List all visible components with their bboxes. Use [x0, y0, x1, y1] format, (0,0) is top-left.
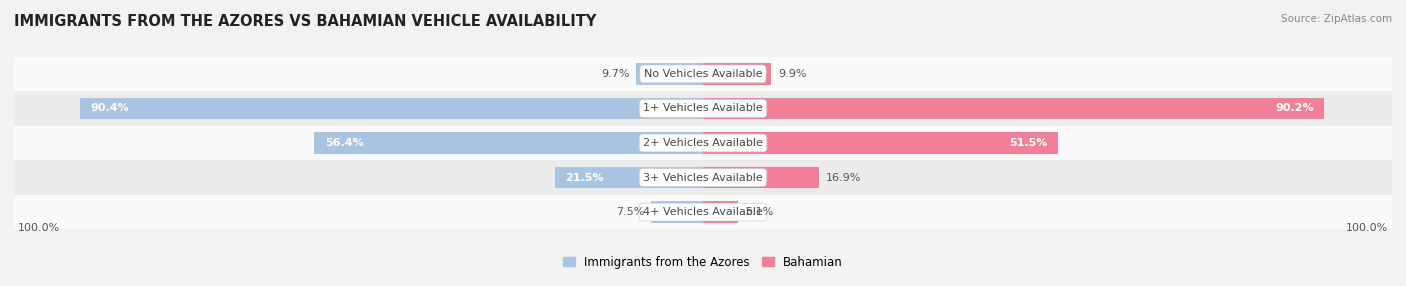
- Bar: [703, 167, 820, 188]
- Bar: [14, 57, 1392, 91]
- Text: 90.2%: 90.2%: [1275, 104, 1315, 114]
- Text: IMMIGRANTS FROM THE AZORES VS BAHAMIAN VEHICLE AVAILABILITY: IMMIGRANTS FROM THE AZORES VS BAHAMIAN V…: [14, 14, 596, 29]
- Bar: [651, 201, 703, 223]
- Bar: [315, 132, 703, 154]
- Legend: Immigrants from the Azores, Bahamian: Immigrants from the Azores, Bahamian: [564, 256, 842, 269]
- Bar: [555, 167, 703, 188]
- Text: 9.9%: 9.9%: [778, 69, 807, 79]
- Bar: [14, 195, 1392, 229]
- Text: 2+ Vehicles Available: 2+ Vehicles Available: [643, 138, 763, 148]
- Bar: [14, 126, 1392, 160]
- Bar: [80, 98, 703, 119]
- Bar: [703, 98, 1324, 119]
- Text: 51.5%: 51.5%: [1010, 138, 1047, 148]
- Text: 100.0%: 100.0%: [17, 223, 59, 233]
- Text: 4+ Vehicles Available: 4+ Vehicles Available: [643, 207, 763, 217]
- Text: 16.9%: 16.9%: [827, 172, 862, 182]
- Text: 5.1%: 5.1%: [745, 207, 773, 217]
- Text: 7.5%: 7.5%: [616, 207, 644, 217]
- Text: 3+ Vehicles Available: 3+ Vehicles Available: [643, 172, 763, 182]
- Bar: [14, 91, 1392, 126]
- Bar: [703, 132, 1057, 154]
- Text: 21.5%: 21.5%: [565, 172, 603, 182]
- Text: No Vehicles Available: No Vehicles Available: [644, 69, 762, 79]
- Bar: [14, 160, 1392, 195]
- Text: 1+ Vehicles Available: 1+ Vehicles Available: [643, 104, 763, 114]
- Text: 90.4%: 90.4%: [90, 104, 129, 114]
- Text: 9.7%: 9.7%: [600, 69, 630, 79]
- Text: 56.4%: 56.4%: [325, 138, 364, 148]
- Text: Source: ZipAtlas.com: Source: ZipAtlas.com: [1281, 14, 1392, 24]
- Bar: [703, 63, 772, 85]
- Bar: [703, 201, 738, 223]
- Bar: [636, 63, 703, 85]
- Text: 100.0%: 100.0%: [1347, 223, 1389, 233]
